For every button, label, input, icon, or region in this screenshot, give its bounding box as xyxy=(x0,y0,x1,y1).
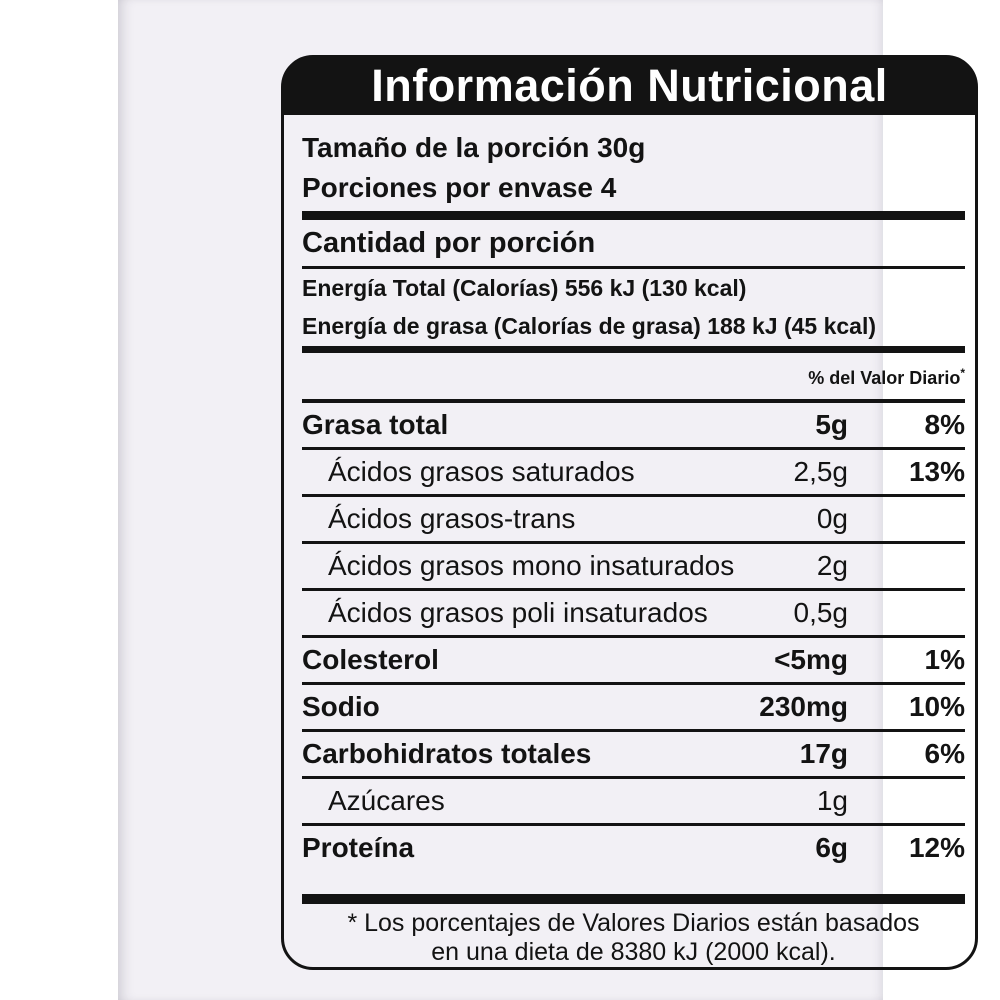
nutrient-row: Ácidos grasos saturados 2,5g 13% xyxy=(302,450,965,494)
row-divider xyxy=(302,447,965,450)
nutrient-name: Ácidos grasos poli insaturados xyxy=(328,597,708,628)
nutrient-dv: 13% xyxy=(908,456,965,487)
energy-total-line: Energía Total (Calorías) 556 kJ (130 kca… xyxy=(302,275,747,301)
row-divider xyxy=(302,729,965,732)
row-divider xyxy=(302,682,965,685)
nutrient-row: Sodio 230mg 10% xyxy=(302,685,965,729)
nutrient-row: Ácidos grasos mono insaturados 2g xyxy=(302,544,965,588)
nutrient-amount: 6g xyxy=(815,832,848,863)
nutrient-amount: 2,5g xyxy=(793,456,849,487)
nutrient-dv: 8% xyxy=(924,409,965,440)
daily-value-asterisk: * xyxy=(960,366,965,380)
nutrient-name: Sodio xyxy=(302,691,380,722)
label-title-bar: Información Nutricional xyxy=(283,57,976,115)
divider-thick-top xyxy=(302,211,965,220)
nutrient-row: Ácidos grasos poli insaturados 0,5g xyxy=(302,591,965,635)
divider-heavy xyxy=(302,346,965,353)
nutrient-row: Azúcares 1g xyxy=(302,779,965,823)
row-divider xyxy=(302,776,965,779)
nutrient-row: Colesterol <5mg 1% xyxy=(302,638,965,682)
divider-medium xyxy=(302,399,965,403)
nutrient-amount: 0,5g xyxy=(793,597,849,628)
nutrient-row: Proteína 6g 12% xyxy=(302,826,965,870)
nutrient-dv: 12% xyxy=(908,832,965,863)
nutrient-dv: 6% xyxy=(924,738,965,769)
nutrient-dv: 1% xyxy=(924,644,965,675)
nutrient-amount: <5mg xyxy=(774,644,848,675)
nutrient-amount: 2g xyxy=(816,550,848,581)
package-surface: Información Nutricional Tamaño de la por… xyxy=(118,0,978,1000)
label-body: Tamaño de la porción 30g Porciones por e… xyxy=(284,115,975,967)
serving-size-line: Tamaño de la porción 30g xyxy=(302,132,646,163)
energy-fat-line: Energía de grasa (Calorías de grasa) 188… xyxy=(302,313,877,339)
nutrient-amount: 230mg xyxy=(759,691,848,722)
daily-value-header: % del Valor Diario* xyxy=(302,353,965,399)
nutrient-row: Grasa total 5g 8% xyxy=(302,403,965,447)
row-divider xyxy=(302,823,965,826)
nutrient-name: Proteína xyxy=(302,832,415,863)
nutrient-name: Azúcares xyxy=(328,785,445,816)
row-divider xyxy=(302,635,965,638)
label-title: Información Nutricional xyxy=(371,60,888,111)
nutrient-name: Ácidos grasos-trans xyxy=(328,503,576,534)
footnote: * Los porcentajes de Valores Diarios est… xyxy=(302,909,965,967)
nutrient-name: Carbohidratos totales xyxy=(302,738,592,769)
divider-thick-bottom xyxy=(302,894,965,904)
nutrient-amount: 1g xyxy=(816,785,848,816)
servings-per-container-line: Porciones por envase 4 xyxy=(302,172,617,203)
daily-value-header-text: % del Valor Diario xyxy=(808,368,961,388)
nutrient-amount: 5g xyxy=(815,409,848,440)
nutrient-name: Grasa total xyxy=(302,409,449,440)
divider-thin xyxy=(302,266,965,269)
footnote-line-2: en una dieta de 8380 kJ (2000 kcal). xyxy=(431,938,836,966)
amount-per-serving-heading: Cantidad por porción xyxy=(302,227,596,259)
row-divider xyxy=(302,588,965,591)
nutrient-amount: 17g xyxy=(799,738,848,769)
nutrient-row: Ácidos grasos-trans 0g xyxy=(302,497,965,541)
nutrient-row: Carbohidratos totales 17g 6% xyxy=(302,732,965,776)
row-divider xyxy=(302,541,965,544)
nutrient-name: Ácidos grasos saturados xyxy=(328,456,635,487)
nutrient-amount: 0g xyxy=(816,503,848,534)
nutrient-name: Ácidos grasos mono insaturados xyxy=(328,550,735,581)
nutrition-label: Información Nutricional Tamaño de la por… xyxy=(281,55,978,970)
footnote-line-1: * Los porcentajes de Valores Diarios est… xyxy=(347,909,920,937)
nutrient-name: Colesterol xyxy=(302,644,439,675)
row-divider xyxy=(302,494,965,497)
nutrient-dv: 10% xyxy=(908,691,965,722)
